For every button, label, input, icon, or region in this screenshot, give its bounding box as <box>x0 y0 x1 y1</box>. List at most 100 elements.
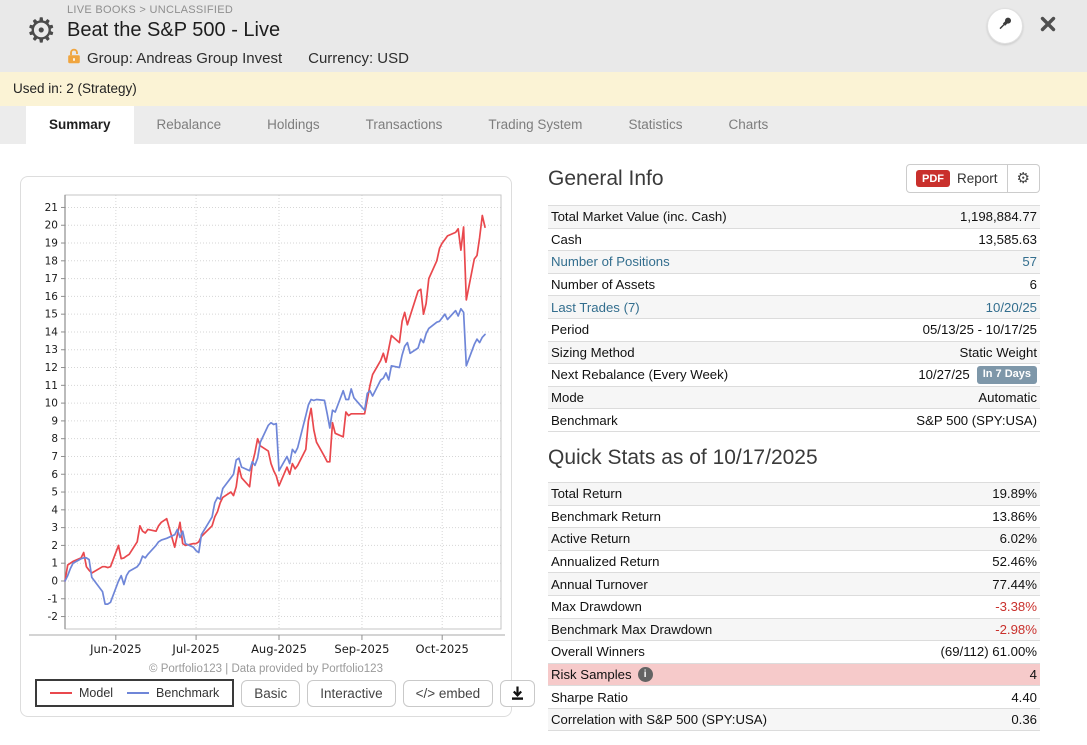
close-button[interactable] <box>1039 15 1057 38</box>
table-row: Sizing Method Static Weight <box>548 341 1040 365</box>
tab-trading-system[interactable]: Trading System <box>488 117 583 132</box>
row-value: 05/13/25 - 10/17/25 <box>922 322 1037 338</box>
row-value: 10/27/25 <box>918 367 970 383</box>
svg-text:0: 0 <box>51 575 58 587</box>
row-value: 13,585.63 <box>978 231 1037 247</box>
report-actions: PDF Report ⚙ <box>906 164 1040 193</box>
report-label: Report <box>957 171 998 186</box>
embed-button[interactable]: </> embed <box>402 679 494 707</box>
report-settings-button[interactable]: ⚙ <box>1007 164 1040 193</box>
group-label: Group: Andreas Group Invest <box>87 49 283 67</box>
svg-text:Oct-2025: Oct-2025 <box>416 642 469 656</box>
tab-holdings[interactable]: Holdings <box>267 117 320 132</box>
gear-menu-icon[interactable]: ⚙ <box>26 12 57 50</box>
interactive-button[interactable]: Interactive <box>307 679 396 707</box>
row-label: Overall Winners <box>551 644 645 660</box>
info-icon[interactable]: i <box>637 666 653 682</box>
svg-text:10: 10 <box>45 398 58 410</box>
svg-text:Jul-2025: Jul-2025 <box>171 642 219 656</box>
legend-item-model: Model <box>50 686 113 700</box>
lock-open-icon <box>67 48 81 68</box>
row-value: Static Weight <box>959 344 1037 360</box>
table-row: Correlation with S&P 500 (SPY:USA) 0.36 <box>548 708 1040 732</box>
svg-text:7: 7 <box>51 451 58 463</box>
table-row: Annualized Return 52.46% <box>548 551 1040 574</box>
row-label: Benchmark <box>551 412 618 428</box>
tab-charts[interactable]: Charts <box>728 117 769 132</box>
row-value: -2.98% <box>995 621 1037 637</box>
svg-text:11: 11 <box>45 380 58 392</box>
row-label[interactable]: Last Trades (7) <box>551 299 640 315</box>
currency-label: Currency: USD <box>308 49 409 67</box>
legend-label: Benchmark <box>156 686 220 700</box>
table-row: Benchmark S&P 500 (SPY:USA) <box>548 409 1040 432</box>
pin-button[interactable] <box>987 8 1023 44</box>
quick-stats-title: Quick Stats as of 10/17/2025 <box>548 445 818 469</box>
tab-statistics[interactable]: Statistics <box>628 117 683 132</box>
used-in-bar: Used in: 2 (Strategy) <box>0 72 1087 106</box>
table-row: Next Rebalance (Every Week) 10/27/25 In 7 … <box>548 364 1040 387</box>
row-value: (69/112) 61.00% <box>940 644 1037 660</box>
row-value: S&P 500 (SPY:USA) <box>916 412 1037 428</box>
tab-summary[interactable]: Summary <box>26 106 134 144</box>
svg-text:19: 19 <box>45 238 58 250</box>
header-subline: Group: Andreas Group Invest Currency: US… <box>67 48 409 68</box>
download-icon <box>512 686 524 700</box>
row-label: Annual Turnover <box>551 576 648 592</box>
svg-text:18: 18 <box>45 255 58 267</box>
row-label: Number of Assets <box>551 277 656 293</box>
row-value: 52.46% <box>992 554 1037 570</box>
breadcrumb: LIVE BOOKS > UNCLASSIFIED <box>67 4 234 16</box>
row-value: -3.38% <box>995 599 1037 615</box>
svg-text:8: 8 <box>51 433 58 445</box>
table-row: Period 05/13/25 - 10/17/25 <box>548 319 1040 342</box>
row-value[interactable]: 57 <box>1022 254 1037 270</box>
chart-legend: Model Benchmark <box>35 679 235 707</box>
chart-attribution: © Portfolio123 | Data provided by Portfo… <box>149 663 383 675</box>
quick-stats-table: Total Return 19.89% Benchmark Return 13.86%… <box>548 481 1040 732</box>
svg-text:Aug-2025: Aug-2025 <box>251 642 307 656</box>
svg-text:21: 21 <box>45 202 58 214</box>
row-label: Benchmark Return <box>551 508 661 524</box>
table-row: Cash 13,585.63 <box>548 229 1040 252</box>
row-value[interactable]: 10/20/25 <box>985 299 1037 315</box>
header: ⚙ LIVE BOOKS > UNCLASSIFIED Beat the S&P… <box>0 0 1087 72</box>
row-label: Sharpe Ratio <box>551 689 628 705</box>
basic-button[interactable]: Basic <box>241 679 301 707</box>
svg-text:12: 12 <box>45 362 58 374</box>
svg-text:16: 16 <box>45 291 59 303</box>
table-row: Total Market Value (inc. Cash) 1,198,884.… <box>548 206 1040 229</box>
chart-footer: Model Benchmark Basic Interactive </> embed <box>35 679 536 707</box>
table-row: Sharpe Ratio 4.40 <box>548 686 1040 709</box>
legend-swatch <box>50 692 72 694</box>
row-value: Automatic <box>978 390 1037 406</box>
row-label: Total Return <box>551 486 623 502</box>
row-value: 13.86% <box>992 508 1037 524</box>
row-value: 77.44% <box>992 576 1037 592</box>
row-value: 0.36 <box>1011 712 1037 728</box>
table-row: Annual Turnover 77.44% <box>548 573 1040 596</box>
legend-label: Model <box>79 686 114 700</box>
row-label: Active Return <box>551 531 631 547</box>
row-label[interactable]: Number of Positions <box>551 254 670 270</box>
svg-text:3: 3 <box>51 522 58 534</box>
table-row: Risk Samples i 4 <box>548 663 1040 687</box>
row-label: Annualized Return <box>551 554 660 570</box>
svg-text:15: 15 <box>45 309 58 321</box>
info-panel: General Info PDF Report ⚙ Total Market V… <box>548 164 1040 732</box>
download-button[interactable] <box>500 679 536 707</box>
table-row: Number of Assets 6 <box>548 274 1040 297</box>
legend-item-benchmark: Benchmark <box>127 686 219 700</box>
pdf-chip: PDF <box>916 170 951 187</box>
tab-transactions[interactable]: Transactions <box>365 117 443 132</box>
row-label: Risk Samples <box>551 666 632 682</box>
pdf-report-button[interactable]: PDF Report <box>906 164 1008 193</box>
pin-icon <box>997 15 1014 37</box>
tab-rebalance[interactable]: Rebalance <box>156 117 222 132</box>
svg-text:20: 20 <box>45 220 58 232</box>
svg-text:Sep-2025: Sep-2025 <box>334 642 389 656</box>
svg-text:17: 17 <box>45 273 58 285</box>
row-value: 19.89% <box>992 486 1037 502</box>
row-value: 6 <box>1029 277 1037 293</box>
